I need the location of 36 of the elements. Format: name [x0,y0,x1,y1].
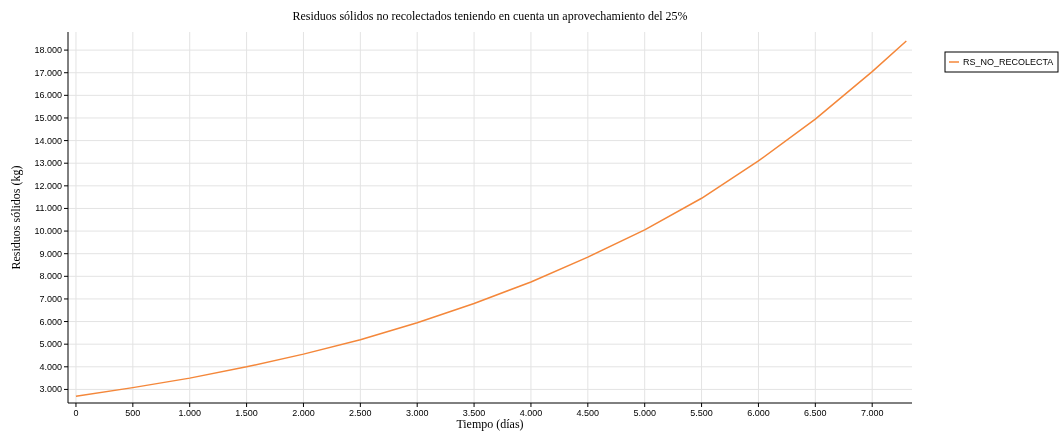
y-tick-label: 14.000 [34,135,62,146]
x-tick-label: 5.000 [633,408,656,418]
x-tick-label: 3.500 [462,408,486,418]
x-tick-label: 6.000 [747,408,770,418]
y-tick-label: 7.000 [39,293,62,304]
x-tick-label: 5.500 [690,408,713,418]
y-tick-label: 9.000 [39,248,62,259]
x-tick-label: 7.000 [860,408,884,418]
x-tick-label: 6.500 [804,408,827,418]
x-tick-label: 2.000 [292,408,315,418]
x-tick-label: 3.000 [405,408,429,418]
x-tick-label: 2.500 [349,408,372,418]
y-tick-label: 13.000 [34,158,62,169]
y-tick-label: 15.000 [34,112,62,123]
y-tick-label: 6.000 [39,316,62,327]
y-axis-title: Residuos sólidos (kg) [9,165,23,270]
x-tick-label: 4.000 [519,408,543,418]
y-tick-label: 16.000 [34,90,62,101]
y-tick-label: 10.000 [34,226,62,237]
chart-title: Residuos sólidos no recolectados teniendo en cuenta un aprovechamiento del 25% [292,9,688,23]
x-tick-label: 1.500 [235,408,258,418]
x-axis-title: Tiempo (días) [456,417,524,431]
x-tick-label: 1.000 [178,408,201,418]
y-tick-label: 18.000 [34,45,62,56]
y-tick-label: 8.000 [39,271,62,282]
x-tick-label: 0 [73,408,79,418]
y-tick-label: 17.000 [34,67,62,78]
x-tick-label: 500 [125,408,141,418]
legend-label: RS_NO_RECOLECTA [963,57,1054,67]
y-tick-label: 4.000 [39,361,62,372]
y-tick-label: 11.000 [35,203,62,214]
y-tick-label: 12.000 [34,180,62,191]
x-tick-label: 4.500 [576,408,600,418]
y-tick-label: 3.000 [39,384,62,395]
line-series [75,40,908,397]
y-tick-label: 5.000 [39,339,62,350]
